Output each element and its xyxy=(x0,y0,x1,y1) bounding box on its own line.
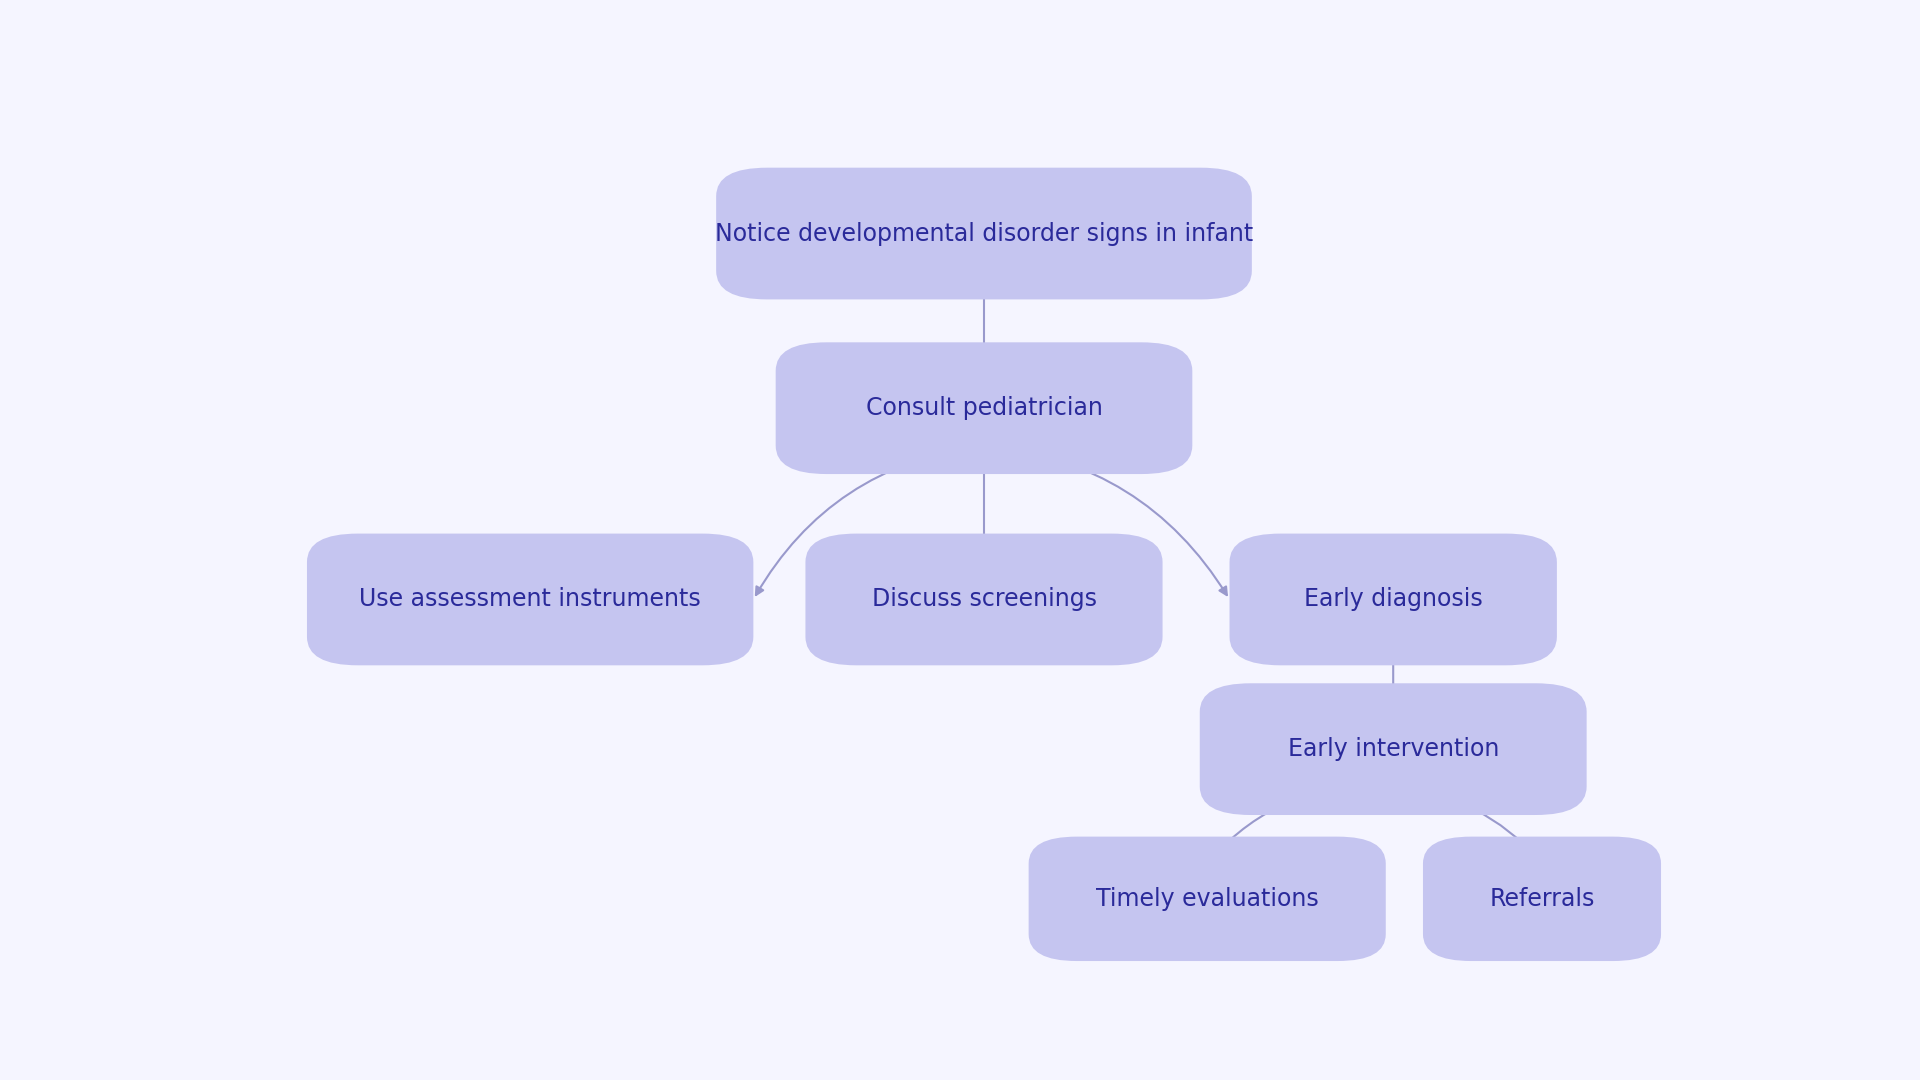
FancyBboxPatch shape xyxy=(1029,837,1386,961)
FancyBboxPatch shape xyxy=(307,534,753,665)
Text: Referrals: Referrals xyxy=(1490,887,1596,910)
FancyBboxPatch shape xyxy=(1423,837,1661,961)
Text: Timely evaluations: Timely evaluations xyxy=(1096,887,1319,910)
Text: Early diagnosis: Early diagnosis xyxy=(1304,588,1482,611)
Text: Consult pediatrician: Consult pediatrician xyxy=(866,396,1102,420)
FancyBboxPatch shape xyxy=(806,534,1162,665)
FancyBboxPatch shape xyxy=(716,167,1252,299)
FancyBboxPatch shape xyxy=(1200,684,1586,815)
FancyBboxPatch shape xyxy=(776,342,1192,474)
Text: Discuss screenings: Discuss screenings xyxy=(872,588,1096,611)
Text: Notice developmental disorder signs in infant: Notice developmental disorder signs in i… xyxy=(714,221,1254,245)
FancyBboxPatch shape xyxy=(1229,534,1557,665)
Text: Use assessment instruments: Use assessment instruments xyxy=(359,588,701,611)
Text: Early intervention: Early intervention xyxy=(1288,738,1500,761)
